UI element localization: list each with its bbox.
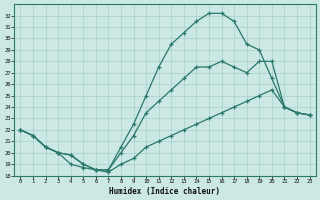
X-axis label: Humidex (Indice chaleur): Humidex (Indice chaleur)	[109, 187, 220, 196]
